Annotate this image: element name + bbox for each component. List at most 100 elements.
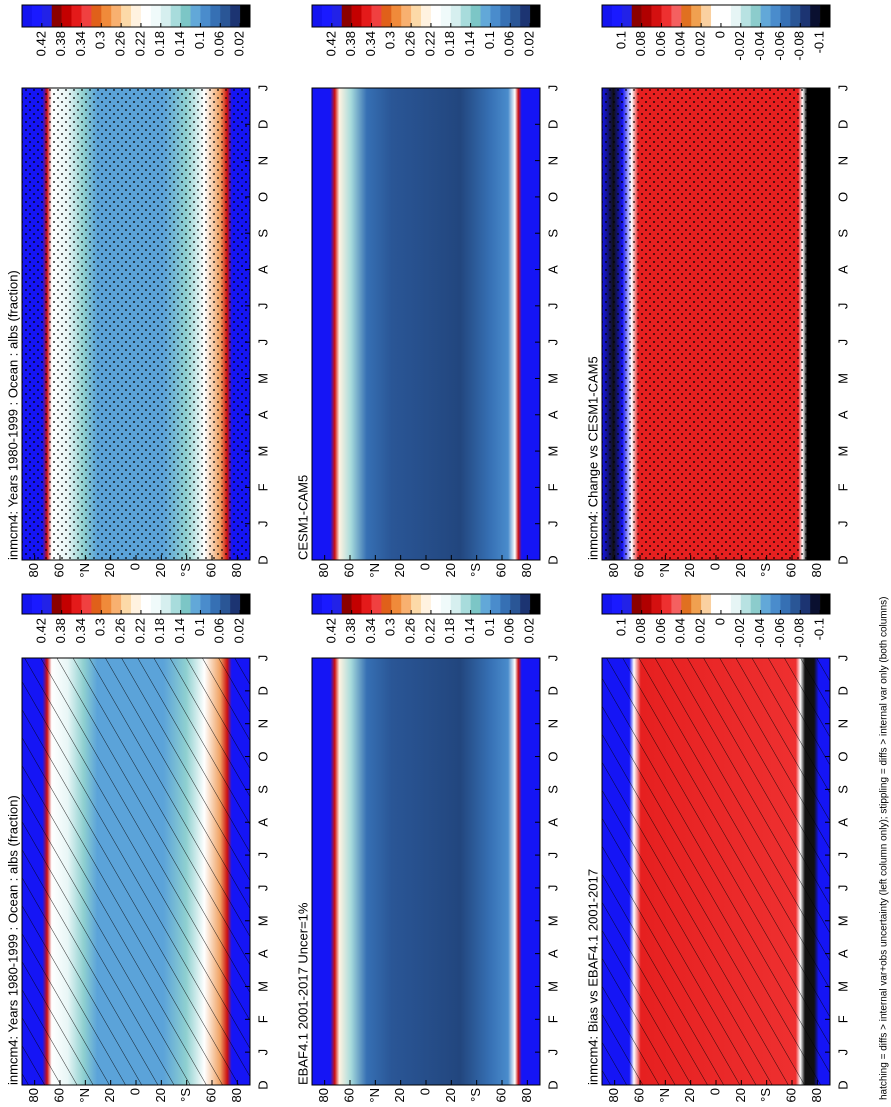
colorbar-box <box>190 594 201 614</box>
month-label: J <box>835 85 850 92</box>
colorbar-box <box>150 594 162 614</box>
month-label: A <box>255 949 270 958</box>
colorbar-label: -0.08 <box>792 618 807 648</box>
colorbar-box <box>820 5 831 27</box>
colorbar-label: -0.06 <box>772 31 787 61</box>
colorbar-box <box>671 5 682 27</box>
colorbar-box <box>331 594 343 614</box>
panel-title: inmcm4: Years 1980-1999 : Ocean : albs (… <box>5 795 20 1085</box>
colorbar-box <box>470 5 481 27</box>
colorbar-box <box>391 5 402 27</box>
colorbar-box <box>480 5 491 27</box>
colorbar-box <box>790 594 801 614</box>
colorbar-box <box>691 5 702 27</box>
lat-label: 60 <box>51 1088 66 1102</box>
lat-label: 20 <box>102 1088 117 1102</box>
colorbar-label: -0.1 <box>812 618 827 640</box>
colorbar-box <box>101 5 112 27</box>
colorbar-label: 0.1 <box>613 31 628 49</box>
colorbar-box <box>411 594 422 614</box>
colorbar-label: 0.06 <box>653 618 668 643</box>
lat-label: 80 <box>809 1088 824 1102</box>
colorbar-label: 0.18 <box>442 31 457 56</box>
colorbar-box <box>460 594 471 614</box>
month-label: M <box>545 915 560 926</box>
colorbar-box <box>520 594 531 614</box>
month-label: F <box>835 483 850 491</box>
colorbar-label: 0.38 <box>343 31 358 56</box>
colorbar-box <box>230 5 241 27</box>
month-label: D <box>835 120 850 129</box>
lat-label: 80 <box>26 563 41 577</box>
colorbar-label: 0.42 <box>323 618 338 643</box>
colorbar-label: 0.34 <box>363 31 378 56</box>
lat-label: 80 <box>229 1088 244 1102</box>
month-label: M <box>255 915 270 926</box>
month-label: J <box>545 303 560 310</box>
colorbar-box <box>730 594 742 614</box>
colorbar-box <box>611 594 623 614</box>
colorbar-box <box>361 5 372 27</box>
colorbar-label: 0.06 <box>653 31 668 56</box>
lat-label: 0 <box>127 1088 142 1095</box>
colorbar-label: 0.08 <box>633 31 648 56</box>
colorbar-label: 0.14 <box>462 31 477 56</box>
month-label: F <box>545 483 560 491</box>
month-label: F <box>255 483 270 491</box>
month-label: S <box>835 229 850 238</box>
lat-label: °N <box>657 1088 672 1103</box>
lat-label: °N <box>77 1088 92 1103</box>
colorbar-label: 0.06 <box>502 31 517 56</box>
month-label: J <box>835 303 850 310</box>
colorbar-label: -0.02 <box>732 618 747 648</box>
colorbar-box <box>460 5 471 27</box>
colorbar-box <box>780 5 791 27</box>
colorbar-box <box>430 5 442 27</box>
month-label: J <box>255 520 270 527</box>
month-label: S <box>545 785 560 794</box>
month-label: M <box>255 446 270 457</box>
month-label: N <box>835 156 850 165</box>
colorbar-box <box>391 594 402 614</box>
colorbar-box <box>520 5 531 27</box>
colorbar-box <box>180 5 191 27</box>
colorbar-label: 0.18 <box>442 618 457 643</box>
colorbar-box <box>51 5 62 27</box>
colorbar-label: -0.02 <box>732 31 747 61</box>
colorbar-box <box>770 5 781 27</box>
colorbar-box <box>321 594 333 614</box>
colorbar-frame <box>601 4 831 28</box>
lat-label: 80 <box>519 1088 534 1102</box>
colorbar-box <box>421 5 432 27</box>
colorbar-box <box>760 5 771 27</box>
colorbar-box <box>701 5 712 27</box>
month-label: F <box>545 1015 560 1023</box>
month-label: D <box>835 1080 850 1089</box>
colorbar-box <box>331 5 343 27</box>
colorbar-label: 0.34 <box>363 618 378 643</box>
month-label: M <box>255 981 270 992</box>
month-label: N <box>545 156 560 165</box>
month-label: S <box>545 229 560 238</box>
colorbar-box <box>71 594 82 614</box>
colorbar-label: 0.06 <box>502 618 517 643</box>
colorbar-label: 0.26 <box>113 618 128 643</box>
month-label: N <box>835 719 850 728</box>
colorbar-box <box>651 594 662 614</box>
colorbar-label: 0.02 <box>693 31 708 56</box>
month-label: N <box>545 719 560 728</box>
colorbar-box <box>440 594 452 614</box>
colorbar-box <box>800 594 811 614</box>
colorbar-box <box>240 5 251 27</box>
colorbar-box <box>490 5 501 27</box>
month-label: O <box>545 751 560 761</box>
colorbar-box <box>730 5 742 27</box>
month-label: J <box>545 655 560 662</box>
lat-label: 20 <box>443 1088 458 1102</box>
colorbar-box <box>780 594 791 614</box>
colorbar-box <box>41 594 53 614</box>
colorbar-label: 0.3 <box>93 618 108 636</box>
stippling <box>22 88 250 560</box>
month-label: J <box>255 852 270 859</box>
